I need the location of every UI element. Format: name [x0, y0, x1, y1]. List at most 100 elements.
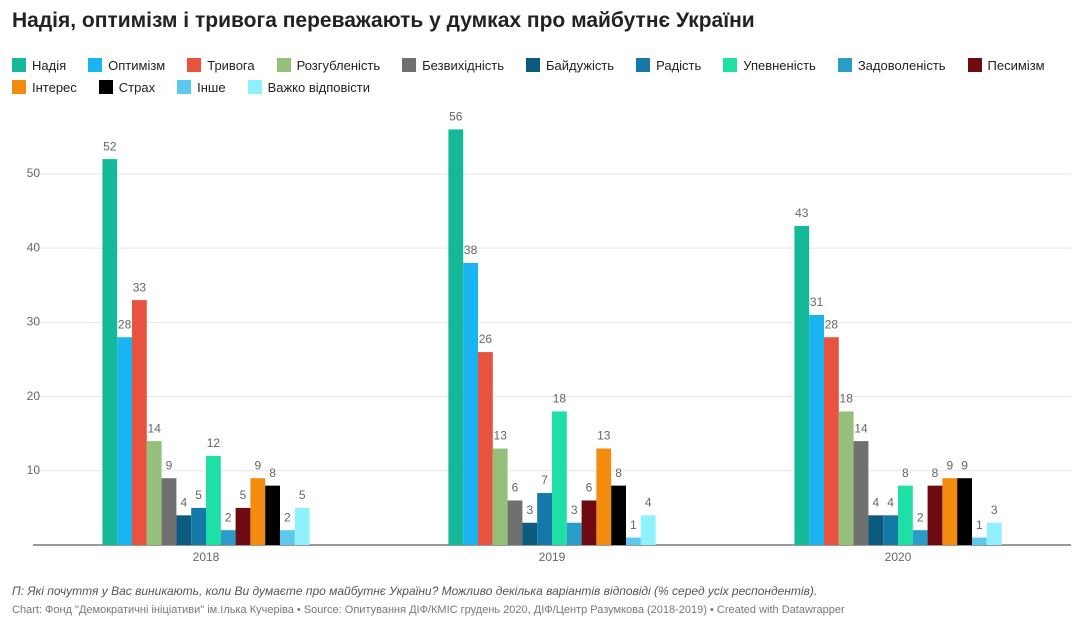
bar: [492, 448, 508, 545]
bar: [294, 507, 310, 545]
bar: [146, 441, 162, 545]
value-label: 8: [902, 466, 909, 480]
bar: [794, 225, 810, 545]
legend-item: Важко відповісти: [247, 78, 370, 96]
legend-item: Інше: [177, 78, 226, 96]
legend-label: Важко відповісти: [267, 79, 370, 95]
bar: [972, 537, 987, 545]
value-label: 8: [932, 466, 939, 480]
value-label: 31: [810, 295, 824, 309]
legend-item: Надія: [12, 56, 66, 74]
legend-swatch: [723, 58, 738, 72]
bar: [161, 478, 177, 545]
value-label: 18: [553, 392, 567, 406]
legend-label: Тривога: [207, 57, 255, 73]
bar: [912, 530, 928, 545]
legend-item: Радість: [636, 56, 701, 74]
y-tick-label: 10: [27, 463, 41, 477]
legend-item: Байдужість: [526, 56, 614, 74]
legend-label: Байдужість: [546, 57, 615, 73]
legend-label: Безвихідність: [422, 57, 505, 73]
y-tick-label: 30: [27, 315, 41, 329]
value-label: 3: [991, 503, 998, 517]
bar: [626, 537, 641, 545]
bar: [191, 507, 206, 545]
legend-item: Песимізм: [967, 56, 1045, 74]
chart: 1020304050201852283314945122598252019563…: [27, 110, 1071, 564]
y-tick-label: 50: [27, 166, 41, 180]
legend-label: Інтерес: [32, 79, 77, 95]
bar: [132, 300, 147, 545]
legend-item: Страх: [98, 78, 156, 96]
value-label: 5: [195, 488, 202, 502]
legend-label: Страх: [118, 79, 156, 95]
value-label: 2: [225, 510, 232, 524]
value-label: 18: [840, 392, 854, 406]
bar: [611, 485, 626, 545]
value-label: 26: [479, 332, 493, 346]
legend-swatch: [837, 58, 852, 72]
legend-label: Оптимізм: [108, 57, 166, 73]
value-label: 1: [976, 518, 983, 532]
legend-item: Безвихідність: [402, 56, 504, 74]
bar: [206, 455, 221, 545]
bar: [824, 337, 839, 545]
bar: [265, 485, 280, 545]
value-label: 38: [464, 243, 478, 257]
legend-item: Розгубленість: [276, 56, 380, 74]
legend-label: Надія: [32, 57, 67, 73]
bar: [898, 485, 913, 545]
value-label: 52: [103, 139, 117, 153]
value-label: 8: [615, 466, 622, 480]
bar: [581, 500, 597, 545]
value-label: 9: [166, 458, 173, 472]
value-label: 6: [512, 481, 519, 495]
legend-swatch: [967, 58, 982, 72]
legend-swatch: [187, 58, 202, 72]
value-label: 2: [917, 510, 924, 524]
value-label: 4: [645, 495, 652, 509]
value-label: 5: [299, 488, 306, 502]
bar: [102, 159, 118, 545]
value-label: 12: [207, 436, 221, 450]
value-label: 5: [240, 488, 247, 502]
legend-swatch: [12, 80, 26, 94]
value-label: 14: [854, 421, 868, 435]
value-label: 8: [269, 466, 276, 480]
legend-label: Задоволеність: [857, 57, 946, 73]
legend-label: Упевненість: [743, 57, 816, 73]
value-label: 4: [887, 495, 894, 509]
bar: [986, 522, 1002, 545]
bar: [596, 448, 612, 545]
value-label: 14: [148, 421, 162, 435]
bar: [537, 493, 552, 545]
bar: [220, 530, 236, 545]
legend-item: Задоволеність: [837, 56, 946, 74]
bar: [507, 500, 523, 545]
x-tick-label: 2018: [193, 550, 220, 564]
legend-swatch: [276, 58, 291, 72]
legend-label: Радість: [656, 57, 702, 73]
bar: [838, 411, 854, 545]
value-label: 28: [825, 317, 839, 331]
legend-swatch: [636, 58, 651, 72]
legend-swatch: [177, 80, 192, 94]
value-label: 4: [180, 495, 187, 509]
value-label: 9: [946, 458, 953, 472]
value-label: 33: [133, 280, 147, 294]
legend-swatch: [247, 80, 262, 94]
bar: [868, 515, 884, 545]
value-label: 3: [526, 503, 533, 517]
bar: [566, 522, 582, 545]
bar: [853, 441, 869, 545]
x-tick-label: 2020: [885, 550, 912, 564]
bar: [463, 263, 478, 545]
bar: [942, 478, 958, 545]
value-label: 3: [571, 503, 578, 517]
legend-item: Тривога: [187, 56, 255, 74]
value-label: 13: [494, 429, 508, 443]
note: П: Які почуття у Вас виникають, коли Ви …: [12, 584, 818, 598]
legend-item: Інтерес: [12, 78, 77, 96]
value-label: 7: [541, 473, 548, 487]
